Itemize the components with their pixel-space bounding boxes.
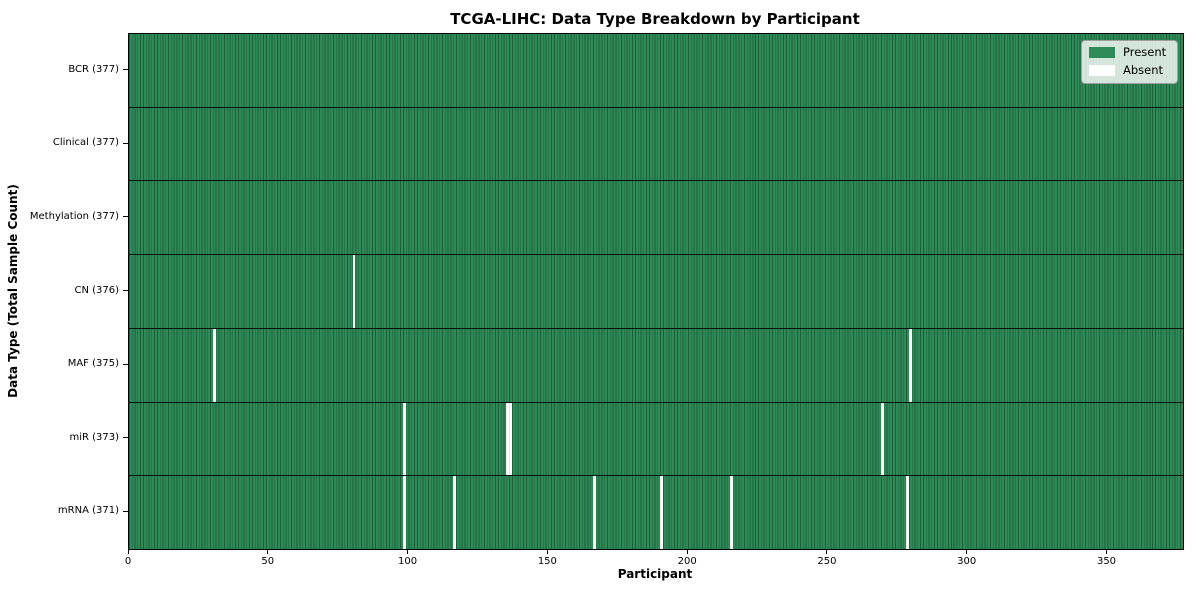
- legend: Present Absent: [1081, 40, 1178, 84]
- x-tick-mark-350: [1106, 550, 1107, 554]
- x-tick-mark-200: [686, 550, 688, 554]
- heatmap-row-Clinical: [129, 106, 1183, 181]
- y-tick-label-miR: miR (373): [69, 431, 119, 443]
- x-tick-label-0: 0: [124, 556, 132, 567]
- x-tick-mark-300: [966, 550, 968, 554]
- y-tick-label-Clinical: Clinical (377): [52, 137, 119, 149]
- chart-title: TCGA-LIHC: Data Type Breakdown by Partic…: [450, 10, 860, 28]
- legend-label-absent: Absent: [1123, 63, 1164, 77]
- absent-swatch: [1089, 65, 1115, 76]
- absent-bar-MAF-279: [909, 328, 912, 402]
- x-tick-label-350: 350: [1096, 556, 1117, 567]
- y-tick-mark-mRNA: [123, 510, 128, 512]
- x-tick-mark-250: [826, 550, 828, 554]
- plot-area: [128, 33, 1184, 550]
- absent-bar-MAF-30: [212, 328, 216, 402]
- absent-bar-mRNA-190: [660, 476, 663, 550]
- heatmap-row-MAF: [129, 327, 1183, 402]
- legend-entry-absent: Absent: [1089, 64, 1170, 77]
- absent-bar-miR-136: [509, 402, 512, 476]
- x-tick-label-150: 150: [537, 556, 557, 567]
- x-tick-label-50: 50: [261, 556, 275, 567]
- legend-label-present: Present: [1123, 45, 1167, 59]
- absent-bar-miR-135: [506, 402, 510, 476]
- absent-bar-mRNA-116: [453, 476, 457, 550]
- x-axis-title: Participant: [617, 567, 693, 581]
- x-tick-label-200: 200: [677, 556, 697, 567]
- absent-bar-mRNA-215: [730, 476, 733, 550]
- y-tick-label-Methylation: Methylation (377): [29, 210, 119, 222]
- absent-bar-mRNA-98: [402, 476, 406, 550]
- x-tick-label-250: 250: [817, 556, 837, 567]
- y-tick-mark-BCR: [123, 69, 128, 71]
- x-tick-mark-150: [546, 550, 548, 554]
- y-tick-label-CN: CN (376): [74, 284, 119, 296]
- x-tick-mark-100: [407, 550, 409, 554]
- heatmap-row-mRNA: [129, 475, 1183, 550]
- y-tick-mark-Methylation: [123, 216, 128, 218]
- legend-entry-present: Present: [1089, 46, 1170, 59]
- y-tick-mark-miR: [123, 437, 128, 439]
- absent-bar-mRNA-278: [906, 476, 909, 550]
- x-tick-label-300: 300: [957, 556, 977, 567]
- y-tick-mark-MAF: [123, 363, 128, 365]
- present-swatch: [1089, 47, 1115, 58]
- absent-bar-CN-80: [352, 255, 356, 328]
- y-tick-label-MAF: MAF (375): [67, 358, 119, 370]
- heatmap-row-CN: [129, 254, 1183, 328]
- x-tick-mark-0: [127, 550, 129, 554]
- y-tick-mark-Clinical: [123, 142, 128, 144]
- absent-bar-mRNA-166: [593, 476, 596, 550]
- heatmap-row-BCR: [129, 34, 1183, 107]
- heatmap-row-Methylation: [129, 180, 1183, 255]
- heatmap-row-miR: [129, 401, 1183, 476]
- y-tick-label-mRNA: mRNA (371): [57, 505, 119, 517]
- absent-bar-miR-98: [402, 402, 406, 476]
- y-tick-label-BCR: BCR (377): [68, 63, 119, 75]
- x-tick-label-100: 100: [398, 556, 418, 567]
- y-tick-mark-CN: [123, 290, 128, 291]
- absent-bar-miR-269: [881, 402, 884, 476]
- x-tick-mark-50: [267, 550, 269, 554]
